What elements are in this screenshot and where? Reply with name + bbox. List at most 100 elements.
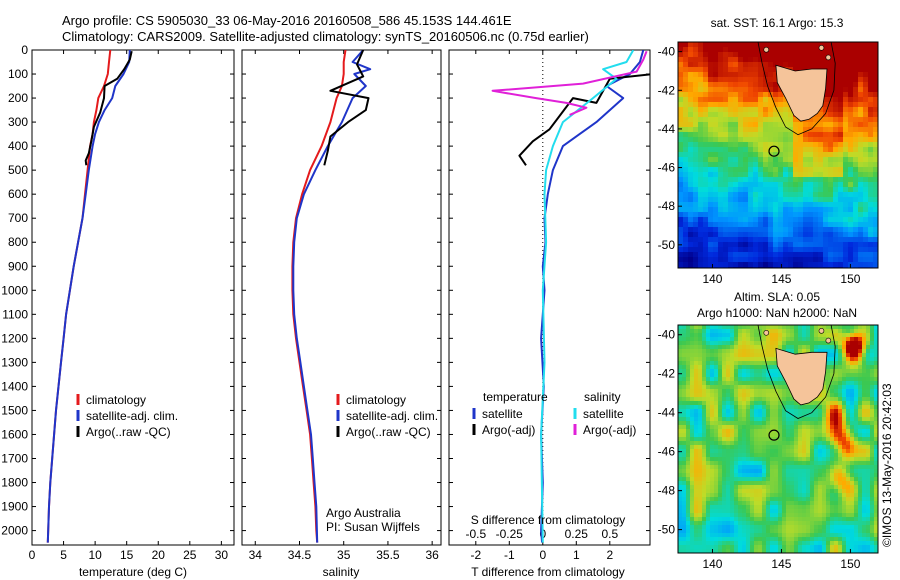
sla-map-cell — [854, 417, 859, 422]
sla-map-cell — [714, 409, 719, 414]
sst-map-cell — [813, 142, 819, 148]
sla-map-cell — [710, 373, 715, 378]
sst-map-cell — [868, 102, 874, 108]
sst-map-cell — [843, 97, 849, 103]
sla-map-cell — [826, 405, 831, 410]
sla-map-cell — [718, 533, 723, 538]
sst-map-cell — [863, 182, 869, 188]
sst-map-cell — [733, 47, 739, 53]
sla-map-cell — [790, 409, 795, 414]
sla-map-cell — [770, 529, 775, 534]
sst-map-cell — [703, 252, 709, 258]
sst-map-cell — [798, 247, 804, 253]
sla-map-cell — [798, 477, 803, 482]
sst-map-cell — [778, 212, 784, 218]
sla-map-cell — [846, 389, 851, 394]
sst-map-cell — [783, 257, 789, 263]
sst-map-cell — [758, 92, 764, 98]
sla-map-cell — [826, 505, 831, 510]
sla-map-cell — [690, 473, 695, 478]
sla-map-cell — [858, 429, 863, 434]
sst-map-cell — [863, 132, 869, 138]
sla-map-cell — [702, 357, 707, 362]
sst-map-cell — [873, 187, 878, 193]
sst-map-cell — [738, 102, 744, 108]
sla-map-cell — [698, 461, 703, 466]
sla-map-cell — [686, 437, 691, 442]
sla-map-cell — [830, 433, 835, 438]
sla-map-cell — [822, 533, 827, 538]
sla-map-cell — [682, 413, 687, 418]
sla-map-cell — [854, 449, 859, 454]
sla-map-cell — [870, 525, 875, 530]
sla-map-cell — [754, 353, 759, 358]
sla-map-cell — [826, 469, 831, 474]
sla-map-cell — [678, 405, 683, 410]
sla-map-cell — [794, 489, 799, 494]
sla-map-cell — [846, 509, 851, 514]
sla-map-cell — [846, 333, 851, 338]
sst-map-cell — [703, 257, 709, 263]
sla-map-cell — [730, 353, 735, 358]
sst-map-cell — [848, 182, 854, 188]
sst-map-cell — [833, 87, 839, 93]
sla-map-cell — [794, 517, 799, 522]
sla-map-cell — [702, 425, 707, 430]
sla-map-cell — [854, 361, 859, 366]
sst-map-cell — [703, 132, 709, 138]
sla-map-cell — [754, 525, 759, 530]
sst-map-cell — [733, 137, 739, 143]
sla-map-cell — [710, 457, 715, 462]
sla-map-cell — [834, 397, 839, 402]
island-marker — [818, 44, 825, 51]
sst-map-cell — [758, 187, 764, 193]
sst-map-cell — [678, 52, 684, 58]
sst-map-cell — [678, 197, 684, 203]
sla-map-cell — [754, 329, 759, 334]
sla-map-cell — [746, 441, 751, 446]
sla-map-cell — [830, 513, 835, 518]
sst-map-cell — [838, 47, 844, 53]
sla-map-cell — [742, 473, 747, 478]
sla-map-cell — [678, 541, 683, 546]
sla-map-cell — [774, 521, 779, 526]
sla-map-cell — [742, 421, 747, 426]
sst-map-cell — [728, 122, 734, 128]
sla-map-cell — [710, 501, 715, 506]
sla-map-cell — [698, 413, 703, 418]
sla-map-cell — [738, 489, 743, 494]
sst-map-cell — [788, 192, 794, 198]
sst-map-cell — [678, 47, 684, 53]
sst-map-cell — [843, 182, 849, 188]
sla-map-cell — [722, 333, 727, 338]
sst-map-cell — [873, 242, 878, 248]
salinity-xtick-label: 35 — [337, 548, 351, 562]
sla-map-cell — [710, 537, 715, 542]
sla-map-cell — [738, 385, 743, 390]
sla-map-cell — [862, 497, 867, 502]
sla-map-cell — [746, 541, 751, 546]
sla-map-cell — [742, 337, 747, 342]
sla-map-cell — [686, 401, 691, 406]
sst-map-cell — [853, 142, 859, 148]
sst-map-cell — [838, 42, 844, 48]
sla-map-cell — [802, 505, 807, 510]
sst-map-cell — [828, 152, 834, 158]
sst-map-cell — [753, 222, 759, 228]
sla-map-cell — [726, 401, 731, 406]
sla-map-cell — [846, 533, 851, 538]
sla-map-cell — [870, 517, 875, 522]
sla-map-cell — [854, 529, 859, 534]
sla-map-cell — [730, 401, 735, 406]
sst-map-cell — [793, 122, 799, 128]
sst-map-cell — [698, 82, 704, 88]
sla-map-cell — [690, 361, 695, 366]
sst-map-cell — [823, 47, 829, 53]
sst-map-cell — [823, 197, 829, 203]
sla-map-cell — [810, 469, 815, 474]
sla-map-cell — [746, 461, 751, 466]
sla-map-cell — [858, 489, 863, 494]
sla-map-cell — [726, 517, 731, 522]
sst-map-cell — [798, 252, 804, 258]
sla-map-cell — [686, 473, 691, 478]
